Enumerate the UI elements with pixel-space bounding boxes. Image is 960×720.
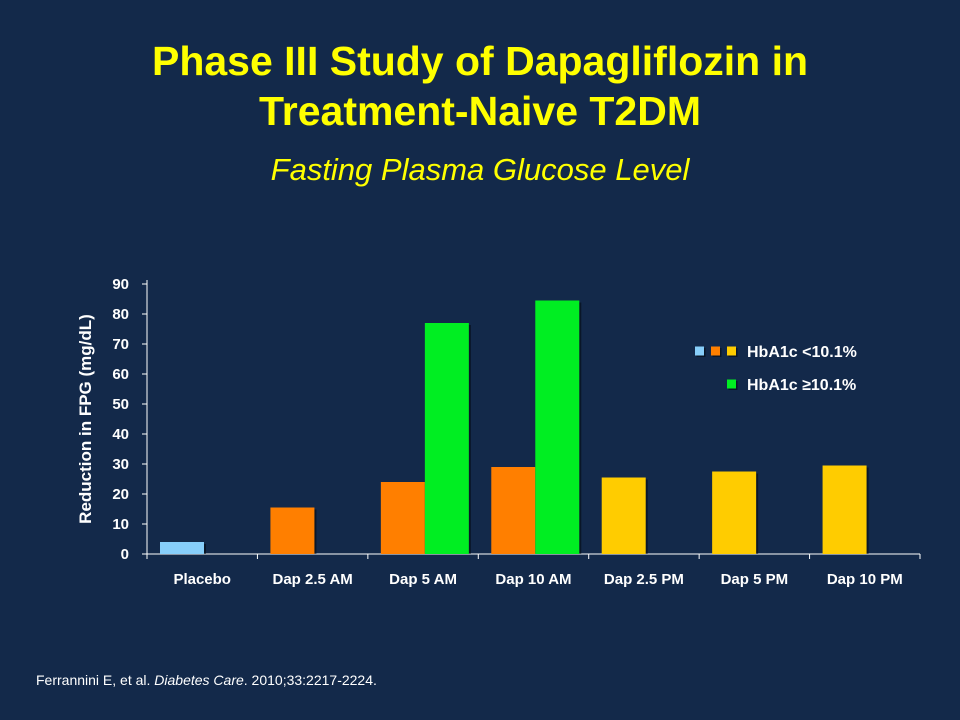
bar xyxy=(380,482,425,554)
bar xyxy=(712,471,757,554)
x-tick-label: Dap 2.5 AM xyxy=(272,571,352,588)
legend-swatch xyxy=(711,346,720,356)
x-tick-label: Dap 5 PM xyxy=(721,571,789,588)
bar xyxy=(535,300,580,554)
citation-details: . 2010;33:2217-2224. xyxy=(243,672,377,688)
x-tick-label: Dap 2.5 PM xyxy=(604,571,684,588)
bar xyxy=(601,477,646,554)
y-tick-label: 0 xyxy=(121,546,129,563)
x-tick-label: Dap 10 PM xyxy=(827,571,903,588)
slide-subtitle: Fasting Plasma Glucose Level xyxy=(270,152,690,187)
citation-authors: Ferrannini E, et al. xyxy=(36,672,155,688)
citation-journal: Diabetes Care xyxy=(154,672,244,688)
legend-swatch xyxy=(695,346,704,356)
x-tick-label: Dap 5 AM xyxy=(389,571,457,588)
bar xyxy=(491,467,536,554)
y-tick-label: 90 xyxy=(112,276,129,293)
legend-label: HbA1c <10.1% xyxy=(747,344,857,361)
y-tick-label: 80 xyxy=(112,306,129,323)
x-tick-label: Placebo xyxy=(173,571,231,588)
y-tick-label: 50 xyxy=(112,396,129,413)
title-line-2: Treatment-Naive T2DM xyxy=(258,88,701,134)
legend-label: HbA1c ≥10.1% xyxy=(747,377,856,394)
bar xyxy=(270,507,315,554)
bar xyxy=(424,323,469,554)
bar xyxy=(822,465,867,554)
y-tick-label: 70 xyxy=(112,336,129,353)
title-line-1: Phase III Study of Dapagliflozin in xyxy=(151,38,809,84)
y-axis-title: Reduction in FPG (mg/dL) xyxy=(76,314,95,524)
citation: Ferrannini E, et al. Diabetes Care. 2010… xyxy=(36,672,377,688)
y-tick-label: 60 xyxy=(112,366,129,383)
bar xyxy=(160,542,204,554)
legend-swatch xyxy=(727,346,736,356)
slide-title: Phase III Study of Dapagliflozin in Trea… xyxy=(0,36,960,136)
y-tick-label: 20 xyxy=(112,486,129,503)
y-tick-label: 10 xyxy=(112,516,129,533)
y-tick-label: 30 xyxy=(112,456,129,473)
legend-swatch xyxy=(727,379,736,389)
x-tick-label: Dap 10 AM xyxy=(495,571,571,588)
y-tick-label: 40 xyxy=(112,426,129,443)
